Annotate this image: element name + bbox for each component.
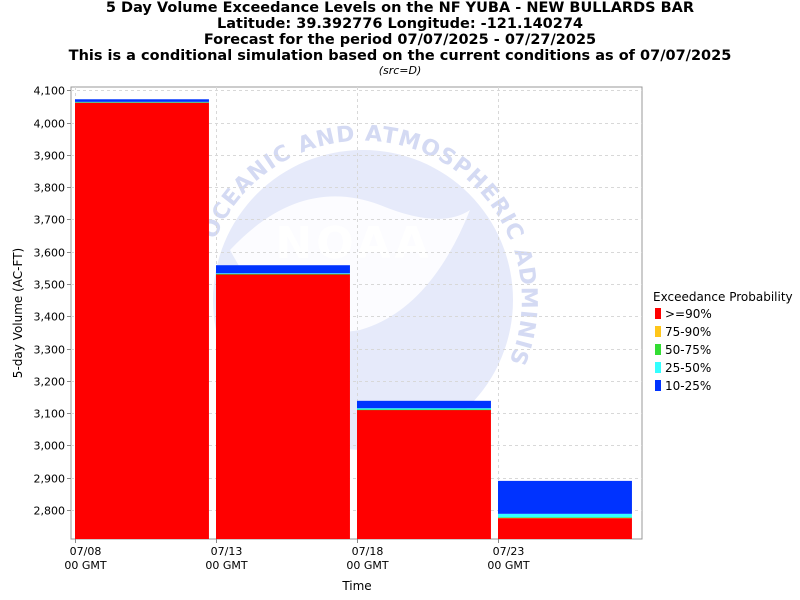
bar-segment <box>357 408 491 410</box>
y-tick-label: 3,300 <box>34 344 66 357</box>
y-tick-label: 4,100 <box>34 85 66 98</box>
x-axis-label: Time <box>341 579 371 593</box>
bar-segment <box>498 513 632 518</box>
chart-title: 5 Day Volume Exceedance Levels on the NF… <box>105 0 695 16</box>
y-tick-label: 4,000 <box>34 118 66 131</box>
x-tick-label: 07/18 <box>352 545 384 558</box>
bar-segment <box>357 409 491 411</box>
bar-segment <box>75 102 209 540</box>
bar-segment <box>216 273 350 275</box>
bar-segment <box>498 480 632 514</box>
x-tick-sublabel: 00 GMT <box>205 559 248 572</box>
bar-segment <box>75 101 209 103</box>
legend-swatch <box>655 380 661 391</box>
x-tick-sublabel: 00 GMT <box>487 559 530 572</box>
bar-segment <box>75 102 209 103</box>
bars <box>75 99 632 540</box>
x-tick-label: 07/13 <box>211 545 243 558</box>
y-tick-label: 2,800 <box>34 505 66 518</box>
x-tick-sublabel: 00 GMT <box>64 559 107 572</box>
chart-subtitle-condition: This is a conditional simulation based o… <box>68 48 732 64</box>
y-tick-label: 3,800 <box>34 182 66 195</box>
x-tick-sublabel: 00 GMT <box>346 559 389 572</box>
y-tick-label: 3,100 <box>34 408 66 421</box>
bar-segment <box>75 99 209 102</box>
y-tick-label: 3,400 <box>34 311 66 324</box>
bar-segment <box>357 409 491 539</box>
y-axis: 2,800 2,900 3,000 3,100 3,200 3,300 3,400 3,500… <box>34 85 71 518</box>
y-tick-label: 3,000 <box>34 440 66 453</box>
gridlines <box>71 87 642 539</box>
x-tick-label: 07/23 <box>493 545 525 558</box>
legend-label: 50-75% <box>665 343 711 357</box>
y-tick-label: 2,900 <box>34 473 66 486</box>
bar-segment <box>498 517 632 519</box>
y-tick-label: 3,700 <box>34 214 66 227</box>
chart-subtitle-location: Latitude: 39.392776 Longitude: -121.1402… <box>216 16 584 32</box>
y-tick-label: 3,900 <box>34 150 66 163</box>
y-tick-label: 3,200 <box>34 376 66 389</box>
x-tick-label: 07/08 <box>70 545 102 558</box>
legend-swatch <box>655 362 661 373</box>
bar-segment <box>216 265 350 274</box>
chart-subtitle-period: Forecast for the period 07/07/2025 - 07/… <box>203 32 597 48</box>
y-tick-label: 3,500 <box>34 279 66 292</box>
bar-segment <box>498 518 632 539</box>
bar-segment <box>498 517 632 518</box>
chart-header: 5 Day Volume Exceedance Levels on the NF… <box>0 0 800 78</box>
legend-label: >=90% <box>665 307 712 321</box>
source-note: (src=D) <box>378 64 422 77</box>
plot-area <box>70 86 643 540</box>
watermark-logo-text: NOAA <box>275 218 432 269</box>
legend-swatch <box>655 326 661 337</box>
bar-segment <box>357 400 491 409</box>
legend-swatch <box>655 308 661 319</box>
legend: Exceedance Probability >=90% 75-90% 50-75%… <box>653 290 793 393</box>
y-tick-label: 3,600 <box>34 247 66 260</box>
y-axis-label: 5-day Volume (AC-FT) <box>11 248 25 378</box>
legend-label: 10-25% <box>665 379 711 393</box>
bar-segment <box>216 274 350 539</box>
bar-segment <box>216 273 350 274</box>
legend-label: 25-50% <box>665 361 711 375</box>
legend-title: Exceedance Probability <box>653 290 793 304</box>
legend-swatch <box>655 344 661 355</box>
legend-label: 75-90% <box>665 325 711 339</box>
